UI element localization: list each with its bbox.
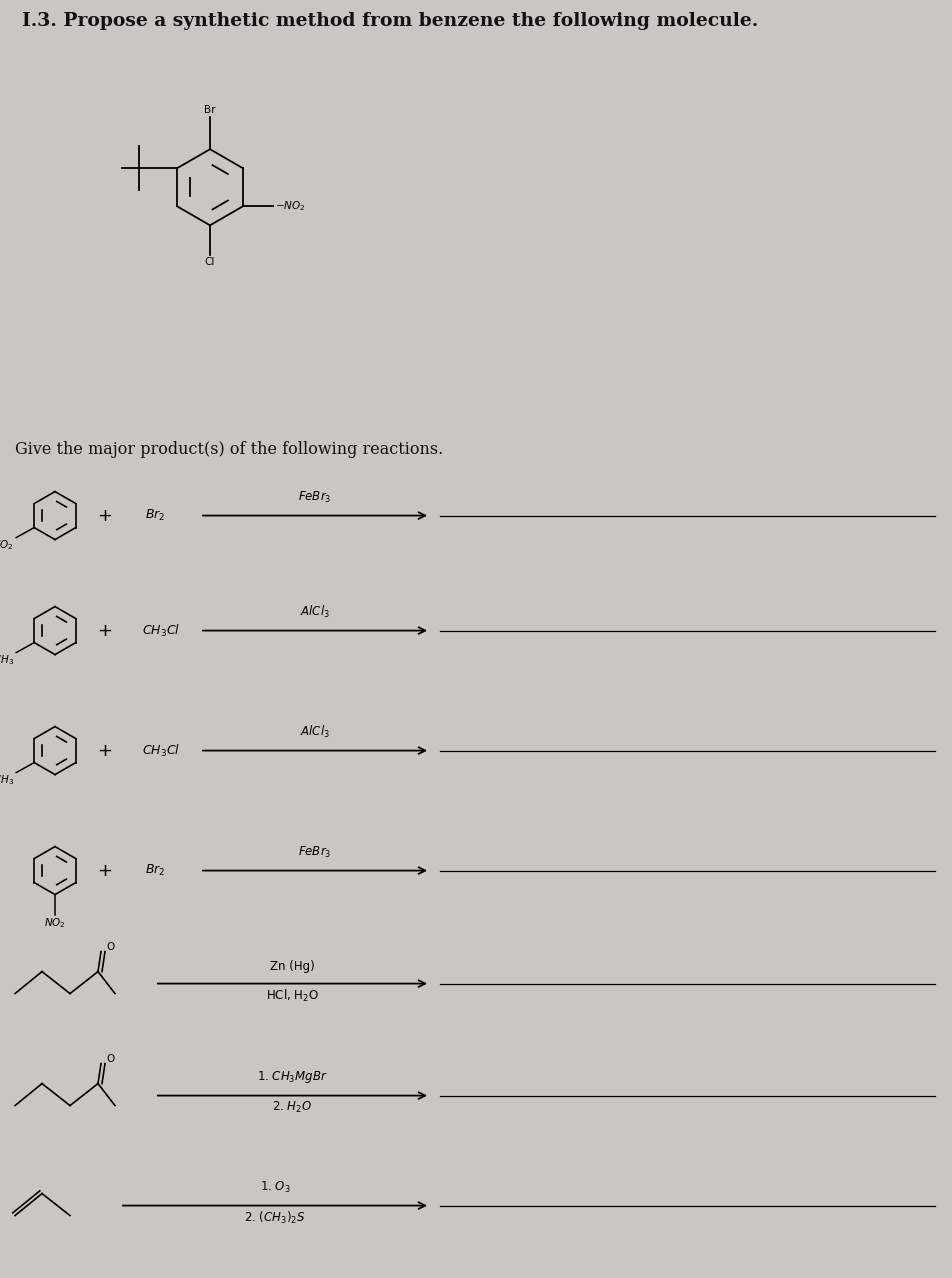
Text: $AlCl_3$: $AlCl_3$ xyxy=(300,603,330,620)
Text: +: + xyxy=(97,861,112,879)
Text: +: + xyxy=(97,506,112,524)
Text: Br: Br xyxy=(205,105,216,115)
Text: $-NO_2$: $-NO_2$ xyxy=(275,199,306,213)
Text: O: O xyxy=(106,942,114,952)
Text: 1. $O_3$: 1. $O_3$ xyxy=(260,1180,290,1195)
Text: +: + xyxy=(97,741,112,759)
Text: $NO_2$: $NO_2$ xyxy=(44,916,66,930)
Text: 1. $CH_3MgBr$: 1. $CH_3MgBr$ xyxy=(257,1068,327,1085)
Text: $CH_3Cl$: $CH_3Cl$ xyxy=(142,622,180,639)
Text: $Br_2$: $Br_2$ xyxy=(145,863,166,878)
Text: Give the major product(s) of the following reactions.: Give the major product(s) of the followi… xyxy=(15,441,444,458)
Text: I.3. Propose a synthetic method from benzene the following molecule.: I.3. Propose a synthetic method from ben… xyxy=(22,12,758,29)
Text: Cl: Cl xyxy=(205,257,215,267)
Text: HCl, H$_2$O: HCl, H$_2$O xyxy=(266,988,319,1003)
Text: $NO_2$: $NO_2$ xyxy=(0,538,14,552)
Text: Zn (Hg): Zn (Hg) xyxy=(270,960,315,973)
Text: $FeBr_3$: $FeBr_3$ xyxy=(298,845,331,860)
Text: O: O xyxy=(106,1053,114,1063)
Text: $OCH_3$: $OCH_3$ xyxy=(0,773,14,787)
Text: 2. $H_2O$: 2. $H_2O$ xyxy=(272,1099,312,1114)
Text: $AlCl_3$: $AlCl_3$ xyxy=(300,723,330,740)
Text: $OCH_3$: $OCH_3$ xyxy=(0,653,14,667)
Text: $FeBr_3$: $FeBr_3$ xyxy=(298,489,331,505)
Text: 2. $(CH_3)_2S$: 2. $(CH_3)_2S$ xyxy=(245,1209,306,1226)
Text: $CH_3Cl$: $CH_3Cl$ xyxy=(142,743,180,759)
Text: +: + xyxy=(97,621,112,639)
Text: $Br_2$: $Br_2$ xyxy=(145,509,166,523)
